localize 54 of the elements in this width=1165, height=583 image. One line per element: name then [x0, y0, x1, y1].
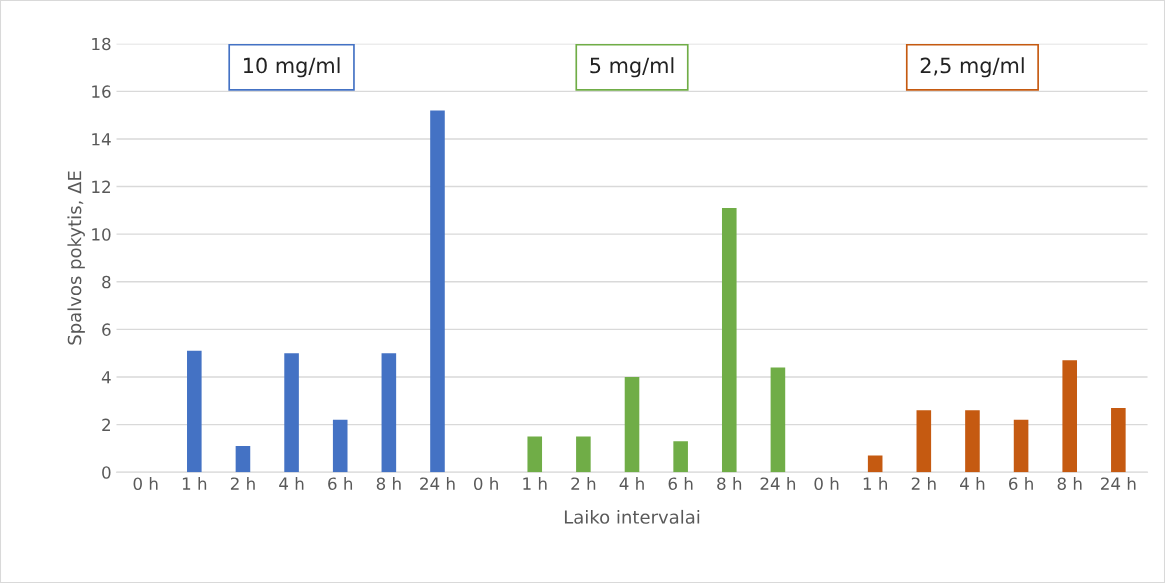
- text: 5 mg/ml: [590, 57, 674, 78]
- x-tick-label: 24 h: [760, 477, 796, 490]
- x-tick-label: 24 h: [1101, 477, 1136, 490]
- bar: [673, 441, 688, 473]
- x-tick-label: 0 h: [473, 477, 498, 490]
- x-tick-label: 2 h: [911, 477, 936, 490]
- bar: [867, 455, 883, 473]
- x-tick-label: 4 h: [279, 477, 304, 490]
- y-tick-label: 2: [102, 418, 110, 431]
- x-tick-label: 1 h: [182, 477, 207, 490]
- bar: [1013, 419, 1029, 473]
- x-tick-label: 2 h: [230, 477, 255, 490]
- text: 2,5 mg/ml: [920, 57, 1024, 78]
- bar: [770, 367, 786, 473]
- bar: [965, 410, 980, 473]
- y-tick-label: 10: [92, 228, 111, 241]
- x-tick-label: 8 h: [717, 477, 742, 490]
- bar: [1062, 360, 1078, 473]
- bar: [381, 353, 397, 473]
- bar: [187, 350, 202, 473]
- x-tick-label: 6 h: [668, 477, 693, 490]
- x-tick-label: 8 h: [376, 477, 401, 490]
- x-tick-label: 1 h: [523, 477, 547, 490]
- bar: [430, 110, 445, 473]
- bar: [284, 353, 299, 473]
- bar: [721, 207, 737, 473]
- y-tick-label: 6: [102, 323, 111, 336]
- y-tick-label: 18: [92, 37, 111, 51]
- x-tick-label: 4 h: [619, 477, 644, 490]
- x-tick-label: 6 h: [1009, 477, 1033, 490]
- y-tick-label: 0: [102, 466, 111, 479]
- y-tick-label: 12: [92, 180, 110, 193]
- bar: [235, 446, 251, 473]
- x-axis-title: Laiko intervalai: [564, 509, 700, 524]
- y-axis-title: Spalvos pokytis, ΔE: [67, 171, 85, 345]
- x-tick-label: 2 h: [571, 477, 596, 490]
- y-tick-label: 4: [101, 371, 111, 384]
- y-tick-label: 16: [92, 85, 111, 98]
- bar: [916, 410, 932, 473]
- bar: [624, 377, 640, 473]
- bar: [576, 436, 591, 473]
- bar: [332, 419, 348, 473]
- x-tick-label: 0 h: [814, 477, 839, 490]
- x-tick-label: 8 h: [1057, 477, 1082, 490]
- bar: [1111, 407, 1126, 473]
- y-tick-label: 8: [102, 275, 111, 289]
- x-tick-label: 4 h: [960, 477, 985, 490]
- text: 10 mg/ml: [243, 57, 340, 78]
- x-tick-label: 6 h: [328, 477, 353, 490]
- y-tick-label: 14: [92, 133, 111, 146]
- bar: [527, 436, 543, 473]
- x-tick-label: 0 h: [133, 477, 158, 490]
- x-tick-label: 1 h: [863, 477, 887, 490]
- x-tick-label: 24 h: [420, 477, 455, 490]
